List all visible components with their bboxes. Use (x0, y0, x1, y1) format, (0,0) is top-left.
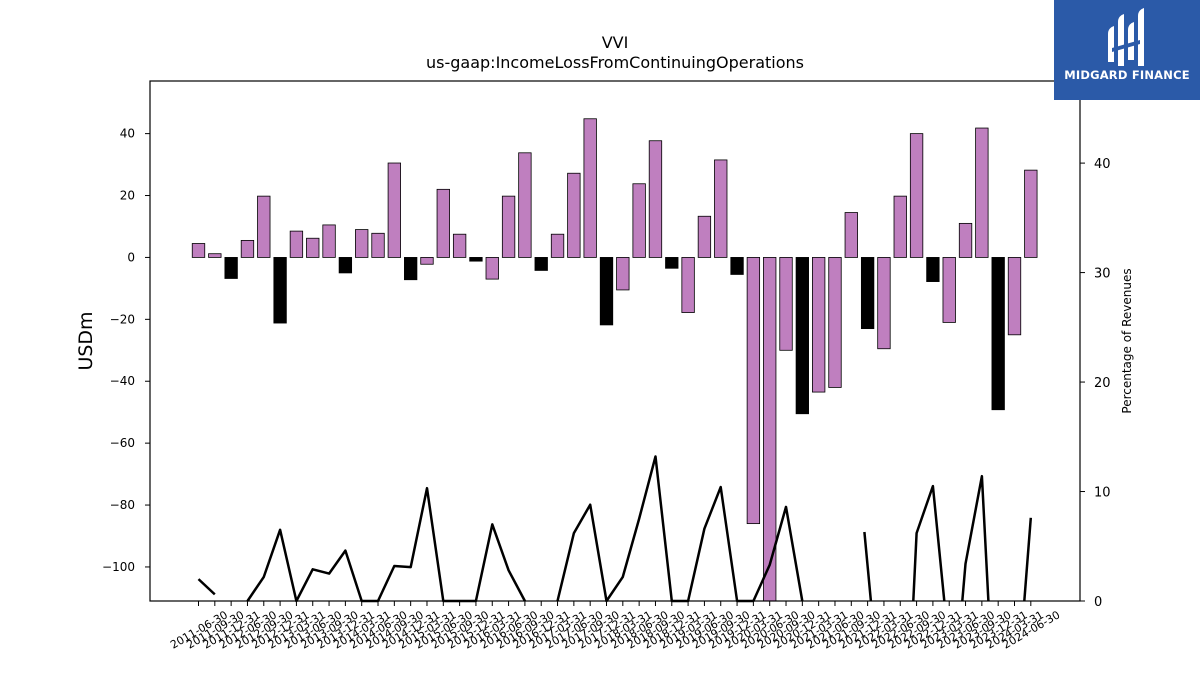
y2-tick-label: 0 (1094, 595, 1102, 610)
bar (697, 215, 712, 258)
bar (191, 243, 206, 258)
bar (599, 257, 614, 326)
bar (632, 183, 646, 258)
bar (648, 140, 663, 258)
bar (714, 159, 728, 258)
bar (518, 152, 532, 258)
y2-axis-label: Percentage of Revenues (1120, 268, 1134, 413)
bar (583, 118, 597, 258)
bar (338, 257, 353, 274)
line-series (197, 578, 216, 596)
y-tick-label: 20 (120, 189, 135, 203)
line-group (197, 455, 1033, 603)
y-tick-label: −20 (110, 312, 135, 326)
y-axis-label: USDm (75, 311, 97, 370)
bar (452, 233, 467, 258)
bar (730, 257, 744, 275)
brand-logo: MIDGARD FINANCE (1054, 0, 1200, 100)
midgard-logo-icon (1108, 8, 1144, 66)
bar (550, 233, 565, 258)
bar (975, 127, 989, 258)
bar (371, 232, 385, 258)
bar (942, 257, 956, 323)
bar (779, 257, 793, 351)
bar (501, 195, 516, 258)
bar (208, 253, 222, 258)
bar (224, 257, 238, 279)
bar (909, 133, 924, 258)
bar (436, 188, 450, 258)
bar (616, 257, 630, 291)
bar (420, 257, 434, 265)
bar (355, 229, 369, 258)
bar (322, 224, 336, 258)
bar (257, 195, 271, 258)
bar (1007, 257, 1022, 336)
y-tick-label: −60 (110, 436, 135, 450)
bar (926, 257, 940, 282)
bar (404, 257, 418, 281)
bar (567, 172, 581, 258)
y2-tick-label: 30 (1094, 267, 1111, 282)
bar (289, 230, 304, 258)
y-tick-label: −40 (110, 374, 135, 388)
bar (795, 257, 809, 415)
bar (273, 257, 287, 324)
bar (828, 257, 842, 388)
left-axis: 40 20 0 −20 −40 −60 −80 −100 (102, 127, 150, 574)
bar (240, 239, 255, 258)
line-series (912, 484, 946, 602)
plot-frame (149, 80, 1081, 602)
y-tick-label: 40 (120, 127, 135, 141)
bar (746, 257, 761, 525)
bars-group (191, 118, 1038, 602)
bar (844, 212, 858, 258)
right-axis: 0 10 20 30 40 (1080, 157, 1111, 610)
y2-tick-label: 20 (1094, 376, 1111, 391)
bar (860, 257, 875, 330)
line-series (246, 486, 527, 603)
y-tick-label: −100 (102, 560, 135, 574)
bar (485, 257, 499, 280)
line-series (961, 474, 990, 602)
y2-tick-label: 40 (1094, 157, 1111, 172)
y2-tick-label: 10 (1094, 486, 1111, 501)
bar (991, 257, 1005, 411)
chart-title: VVI (602, 33, 629, 52)
line-series (1023, 517, 1033, 602)
bar (958, 222, 973, 258)
bar (665, 257, 679, 269)
bar (1024, 169, 1038, 258)
chart-subtitle: us-gaap:IncomeLossFromContinuingOperatio… (426, 53, 804, 72)
bar (681, 257, 695, 313)
brand-name: MIDGARD FINANCE (1064, 68, 1190, 82)
y-tick-label: −80 (110, 498, 135, 512)
bar (877, 257, 891, 350)
bar (534, 257, 548, 271)
y-tick-label: 0 (127, 250, 135, 264)
bar (469, 257, 483, 262)
bar (387, 162, 401, 258)
line-series (863, 531, 873, 602)
x-axis: 2011-06-302011-09-302011-12-312012-06-30… (168, 601, 1062, 652)
bar (893, 195, 907, 258)
bar (306, 237, 320, 258)
bar (812, 257, 826, 393)
